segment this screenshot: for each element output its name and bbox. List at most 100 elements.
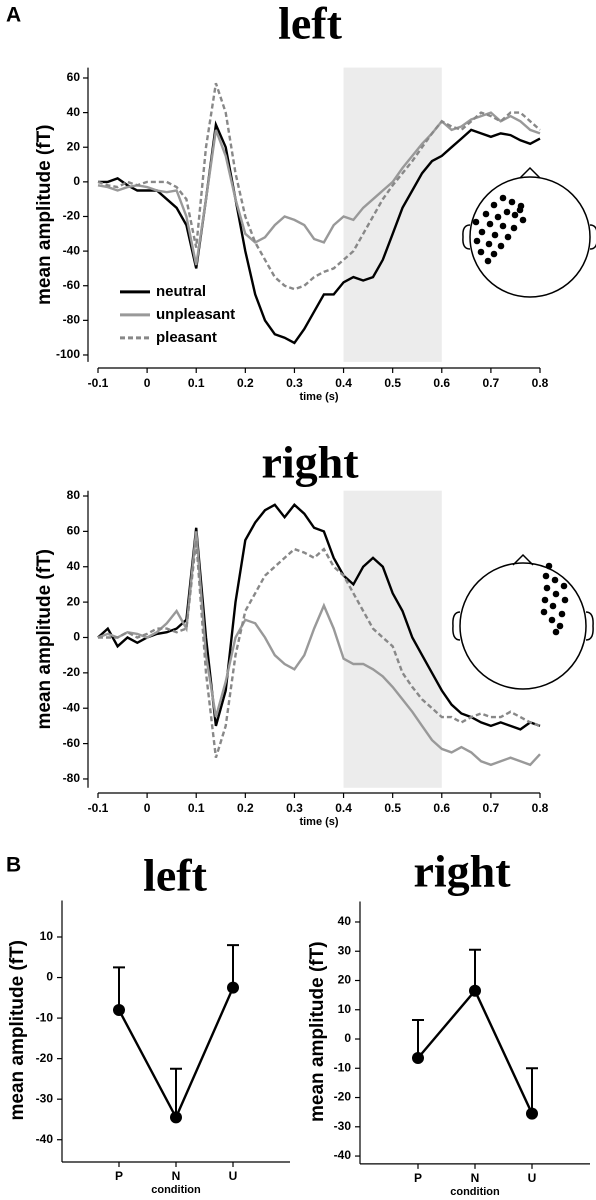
series-line — [97, 531, 541, 767]
y-tick-label: -60 — [63, 278, 81, 292]
y-tick-label: -20 — [63, 665, 81, 679]
shaded-window — [343, 490, 442, 788]
x-tick-label: N — [172, 1169, 181, 1183]
y-tick-label: 0 — [344, 1031, 351, 1045]
x-tick-label: 0.2 — [237, 376, 254, 390]
x-tick-label: P — [115, 1169, 123, 1183]
point — [170, 1111, 182, 1124]
x-tick-label: 0.8 — [532, 801, 549, 815]
chart-title: right — [261, 437, 359, 488]
x-tick-label: -0.1 — [88, 801, 109, 815]
x-tick-label: U — [229, 1169, 238, 1183]
y-tick-label: -40 — [36, 1132, 54, 1146]
error-bar — [227, 944, 239, 988]
y-tick-label: 0 — [73, 630, 80, 644]
chart-title: right — [413, 846, 511, 897]
x-tick-label: -0.1 — [88, 376, 109, 390]
x-tick-label: 0 — [144, 801, 151, 815]
series-line — [417, 988, 534, 1115]
x-tick-label: 0.1 — [188, 801, 205, 815]
y-tick-label: 10 — [40, 929, 54, 943]
legend-label: unpleasant — [156, 306, 235, 323]
x-tick-label: 0.3 — [286, 801, 303, 815]
y-axis-label: mean amplitude (fT) — [7, 940, 28, 1121]
y-tick-label: 0 — [46, 970, 53, 984]
y-tick-label: -30 — [334, 1119, 352, 1133]
head-inset — [452, 553, 594, 690]
x-tick-label: 0.8 — [532, 376, 549, 390]
y-tick-label: 20 — [67, 139, 81, 153]
y-tick-label: -20 — [334, 1090, 352, 1104]
charts: left mean amplitude (fT) 60 40 20 0 -20 -40 -60 -… — [7, 0, 590, 1198]
series-line — [97, 82, 541, 291]
x-tick-label: 0.7 — [483, 801, 500, 815]
y-tick-label: 0 — [73, 174, 80, 188]
error-bar — [113, 966, 125, 1010]
y-tick-label: 60 — [67, 524, 81, 538]
y-tick-label: 60 — [67, 70, 81, 84]
y-tick-label: 80 — [67, 488, 81, 502]
panel-label: A — [6, 4, 21, 27]
y-tick-label: 40 — [67, 559, 81, 573]
point — [227, 981, 239, 994]
shaded-window — [343, 67, 442, 362]
series-line — [97, 503, 541, 731]
error-bar — [170, 1067, 182, 1118]
point — [113, 1003, 125, 1016]
x-tick-label: 0.5 — [384, 376, 401, 390]
y-axis-label: mean amplitude (fT) — [34, 549, 55, 730]
y-tick-label: 30 — [338, 943, 352, 957]
legend-label: pleasant — [156, 329, 217, 346]
x-axis-label: condition — [151, 1184, 201, 1196]
y-tick-label: -60 — [63, 736, 81, 750]
x-tick-label: N — [471, 1171, 480, 1185]
x-tick-label: 0.7 — [483, 376, 500, 390]
error-bar — [469, 948, 481, 991]
x-axis-label: time (s) — [299, 391, 338, 403]
x-tick-label: 0.4 — [335, 801, 352, 815]
y-tick-label: -80 — [63, 771, 81, 785]
y-tick-label: -10 — [36, 1010, 54, 1024]
chart-title: left — [143, 850, 208, 901]
error-bar — [526, 1067, 538, 1114]
y-tick-label: -10 — [334, 1060, 352, 1074]
x-tick-label: 0.6 — [433, 801, 450, 815]
chart-title: left — [278, 0, 343, 49]
x-axis-label: time (s) — [299, 816, 338, 828]
head-inset — [462, 166, 596, 298]
x-axis-label: condition — [450, 1186, 500, 1198]
sensor-dots — [540, 562, 569, 636]
series-line — [97, 111, 541, 266]
x-tick-label: 0.1 — [188, 376, 205, 390]
error-bar — [412, 1019, 424, 1059]
x-tick-label: 0.3 — [286, 376, 303, 390]
y-tick-label: 20 — [338, 973, 352, 987]
y-tick-label: 40 — [338, 914, 352, 928]
point — [412, 1052, 424, 1065]
y-tick-label: -20 — [36, 1051, 54, 1065]
x-tick-label: 0.6 — [433, 376, 450, 390]
x-tick-label: 0.2 — [237, 801, 254, 815]
y-tick-label: -40 — [334, 1148, 352, 1162]
x-tick-label: 0.5 — [384, 801, 401, 815]
y-tick-label: 10 — [338, 1002, 352, 1016]
y-tick-label: -40 — [63, 700, 81, 714]
x-tick-label: 0.4 — [335, 376, 352, 390]
y-tick-label: -40 — [63, 243, 81, 257]
panel-label: B — [6, 854, 21, 877]
sensor-dots — [472, 194, 527, 265]
y-tick-label: -80 — [63, 313, 81, 327]
point — [526, 1107, 538, 1120]
x-tick-label: P — [414, 1171, 422, 1185]
y-tick-label: -30 — [36, 1091, 54, 1105]
y-tick-label: -100 — [56, 347, 80, 361]
point — [469, 984, 481, 997]
legend-label: neutral — [156, 283, 206, 300]
y-tick-label: 40 — [67, 105, 81, 119]
x-tick-label: U — [528, 1171, 537, 1185]
y-tick-label: -20 — [63, 209, 81, 223]
x-tick-label: 0 — [144, 376, 151, 390]
y-axis-label: mean amplitude (fT) — [307, 941, 328, 1122]
series-line — [98, 120, 541, 345]
